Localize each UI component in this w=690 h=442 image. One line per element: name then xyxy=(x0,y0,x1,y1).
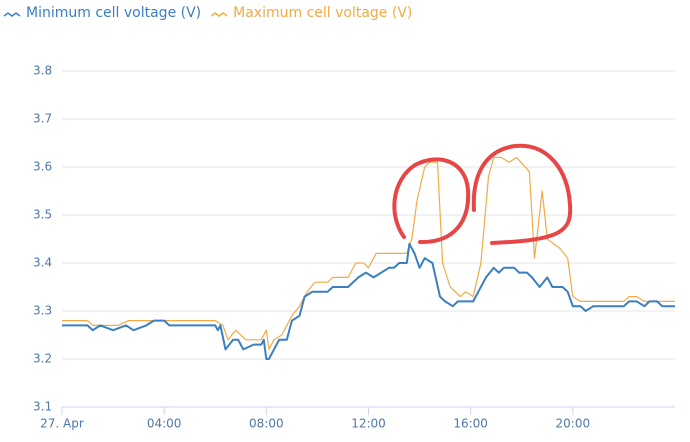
annotation-circle xyxy=(392,157,471,245)
x-tick-label: 27. Apr xyxy=(40,417,84,431)
legend-icon xyxy=(3,12,21,17)
legend: Minimum cell voltage (V) Maximum cell vol… xyxy=(3,5,412,21)
y-tick-label: 3.6 xyxy=(33,160,52,174)
y-tick-label: 3.1 xyxy=(33,400,52,414)
grid: 3.1 3.2 3.3 3.4 3.5 3.6 3.7 3.8 27. Apr 04:00 08:0… xyxy=(33,64,675,431)
legend-label: Minimum cell voltage (V) xyxy=(26,5,201,21)
legend-label: Maximum cell voltage (V) xyxy=(233,5,412,21)
y-tick-label: 3.3 xyxy=(33,304,52,318)
annotations xyxy=(392,143,573,245)
y-tick-label: 3.2 xyxy=(33,352,52,366)
x-tick-label: 08:00 xyxy=(249,417,284,431)
annotation-circle xyxy=(471,143,573,245)
x-tick-label: 12:00 xyxy=(351,417,386,431)
y-tick-label: 3.4 xyxy=(33,256,52,270)
legend-icon xyxy=(210,12,228,17)
y-tick-label: 3.8 xyxy=(33,64,52,78)
x-tick-label: 16:00 xyxy=(453,417,488,431)
y-tick-label: 3.5 xyxy=(33,208,52,222)
series-line xyxy=(62,242,675,360)
series-line xyxy=(62,156,675,350)
series xyxy=(62,156,675,360)
x-tick-label: 20:00 xyxy=(556,417,591,431)
x-tick-label: 04:00 xyxy=(147,417,182,431)
y-tick-label: 3.7 xyxy=(33,112,52,126)
